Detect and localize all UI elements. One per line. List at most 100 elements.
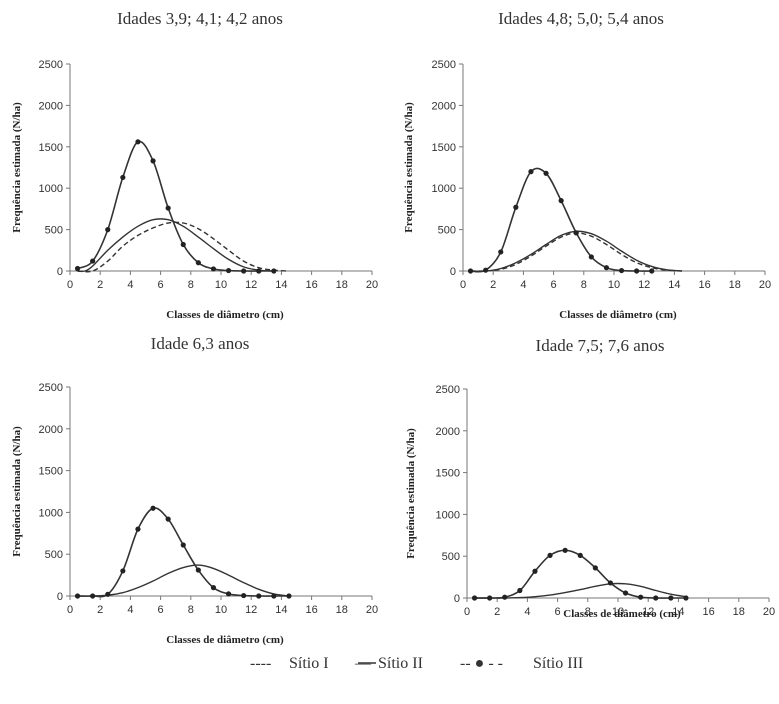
data-point-sitio-iii xyxy=(120,174,126,181)
x-tick-label: 8 xyxy=(585,606,591,618)
legend-symbol-sitio-ii: — xyxy=(355,655,371,672)
y-tick-label: 0 xyxy=(454,593,460,605)
chart-panel-4: Idade 7,5; 7,6 anos 0 500 1000 1500 2000 2500 0… xyxy=(405,336,775,620)
y-tick-label: 1000 xyxy=(39,507,63,519)
y-tick-label: 2500 xyxy=(39,382,63,394)
y-tick-label: 0 xyxy=(57,266,63,278)
x-tick-label: 16 xyxy=(698,279,710,291)
x-tick-label: 14 xyxy=(275,604,287,616)
y-tick-label: 500 xyxy=(442,551,460,563)
data-point-sitio-iii xyxy=(634,268,640,274)
x-tick-label: 4 xyxy=(127,604,133,616)
x-tick-label: 14 xyxy=(672,606,684,618)
data-point-sitio-iii xyxy=(577,552,583,558)
legend-symbol-sitio-iii: -- ● - - xyxy=(460,655,503,672)
data-point-sitio-iii xyxy=(165,516,171,522)
x-tick-label: 16 xyxy=(702,606,714,618)
x-tick-label: 0 xyxy=(464,606,470,618)
x-tick-label: 16 xyxy=(305,604,317,616)
y-tick-label: 1500 xyxy=(39,466,63,478)
chart-title: Idade 6,3 anos xyxy=(151,334,250,353)
data-point-sitio-iii xyxy=(543,170,549,176)
chart-title: Idade 7,5; 7,6 anos xyxy=(536,336,665,355)
chart-panel-3: Idade 6,3 anos 0 500 1000 1500 2000 2500 0 2 4 6 8 1… xyxy=(11,334,378,646)
data-point-sitio-iii xyxy=(618,267,625,274)
x-axis-label: Classes de diâmetro (cm) xyxy=(559,309,677,321)
data-point-sitio-iii xyxy=(74,593,81,599)
x-tick-label: 2 xyxy=(97,604,103,616)
data-point-sitio-iii xyxy=(225,591,232,597)
data-point-sitio-iii xyxy=(210,585,217,591)
y-tick-label: 1000 xyxy=(432,183,456,195)
data-point-sitio-iii xyxy=(683,595,689,601)
y-tick-label: 1500 xyxy=(436,468,460,480)
y-tick-label: 1000 xyxy=(436,509,460,521)
y-tick-label: 2500 xyxy=(432,59,456,71)
x-tick-label: 12 xyxy=(245,604,257,616)
data-point-sitio-iii xyxy=(135,139,141,145)
data-point-sitio-iii xyxy=(483,267,489,273)
data-point-sitio-iii xyxy=(180,542,186,548)
y-axis-label: Frequência estimada (N/ha) xyxy=(403,102,415,233)
x-tick-label: 12 xyxy=(642,606,654,618)
x-tick-label: 20 xyxy=(366,604,378,616)
x-axis-label: Classes de diâmetro (cm) xyxy=(166,309,284,321)
data-point-sitio-iii xyxy=(668,595,674,601)
y-tick-label: 500 xyxy=(438,225,456,237)
x-tick-label: 8 xyxy=(188,604,194,616)
chart-panel-1: Idades 3,9; 4,1; 4,2 anos050010001500200… xyxy=(11,9,378,321)
data-point-sitio-iii xyxy=(195,260,201,266)
y-tick-label: 0 xyxy=(450,266,456,278)
series-line-sitio-ii xyxy=(77,218,274,273)
data-point-sitio-iii xyxy=(241,592,247,599)
data-point-sitio-iii xyxy=(165,205,171,211)
data-point-sitio-iii xyxy=(120,568,126,574)
x-tick-label: 20 xyxy=(763,606,775,618)
data-point-sitio-iii xyxy=(607,580,614,586)
legend-label-sitio-i: Sítio I xyxy=(289,655,329,672)
data-point-sitio-iii xyxy=(649,268,655,274)
y-tick-label: 2000 xyxy=(436,426,460,438)
chart-title: Idades 3,9; 4,1; 4,2 anos xyxy=(117,9,283,28)
data-point-sitio-iii xyxy=(90,258,96,264)
y-tick-label: 1500 xyxy=(432,142,456,154)
x-tick-label: 10 xyxy=(215,279,227,291)
y-tick-label: 2000 xyxy=(39,100,63,112)
x-tick-label: 8 xyxy=(188,279,194,291)
data-point-sitio-iii xyxy=(498,249,504,255)
x-tick-label: 14 xyxy=(275,279,287,291)
data-point-sitio-iii xyxy=(150,505,156,511)
x-tick-label: 18 xyxy=(733,606,745,618)
data-point-sitio-iii xyxy=(592,565,598,571)
y-tick-label: 2000 xyxy=(432,100,456,112)
x-tick-label: 0 xyxy=(67,279,73,291)
x-tick-label: 10 xyxy=(215,604,227,616)
x-tick-label: 6 xyxy=(555,606,561,618)
data-point-sitio-iii xyxy=(105,591,111,597)
x-tick-label: 20 xyxy=(759,279,771,291)
data-point-sitio-iii xyxy=(562,547,568,553)
legend-label-sitio-ii: Sítio II xyxy=(378,655,423,672)
data-point-sitio-iii xyxy=(558,198,564,204)
data-point-sitio-iii xyxy=(653,595,659,601)
data-point-sitio-iii xyxy=(256,268,262,274)
data-point-sitio-iii xyxy=(487,595,493,601)
x-tick-label: 4 xyxy=(520,279,526,291)
data-point-sitio-iii xyxy=(603,265,610,271)
x-tick-label: 18 xyxy=(336,604,348,616)
data-point-sitio-iii xyxy=(471,595,478,601)
data-point-sitio-iii xyxy=(241,268,247,274)
data-point-sitio-iii xyxy=(105,227,111,233)
x-tick-label: 6 xyxy=(551,279,557,291)
legend-symbol-sitio-i: ---- xyxy=(250,655,272,672)
x-tick-label: 8 xyxy=(581,279,587,291)
series-line-sitio-iii xyxy=(77,507,289,598)
x-tick-label: 4 xyxy=(524,606,530,618)
y-tick-label: 500 xyxy=(45,225,63,237)
y-tick-label: 2000 xyxy=(39,424,63,436)
series-line-sitio-i xyxy=(77,221,289,273)
x-axis-label: Classes de diâmetro (cm) xyxy=(563,608,681,620)
data-point-sitio-iii xyxy=(271,268,277,274)
x-tick-label: 6 xyxy=(158,279,164,291)
